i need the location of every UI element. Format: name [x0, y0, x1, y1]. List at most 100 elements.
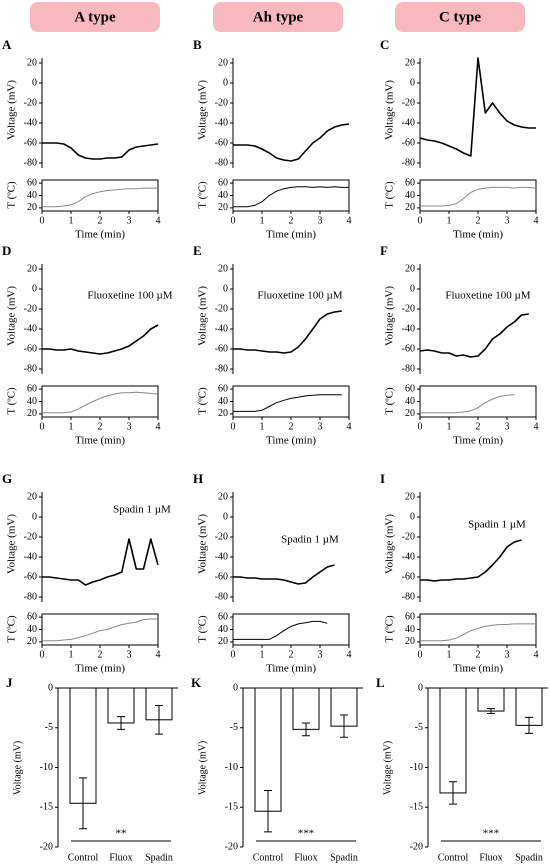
x-tick-label: 1	[447, 649, 452, 660]
temperature-line	[233, 186, 349, 208]
y2-tick-label: 20	[405, 636, 415, 647]
y-tick-label: 20	[218, 491, 228, 502]
y2-tick-label: 60	[405, 611, 415, 622]
temperature-line	[42, 391, 159, 414]
x-tick-label: Fluox	[479, 852, 502, 863]
bar	[439, 687, 467, 794]
error-bar	[487, 708, 495, 714]
panel-letter: G	[2, 471, 12, 486]
y2-tick-label: 40	[405, 396, 415, 407]
panel-letter: D	[2, 243, 11, 258]
annotation: Fluoxetine 100 µM	[257, 290, 342, 302]
y-tick-label: -10	[410, 762, 423, 773]
x-tick-label: 3	[318, 649, 323, 660]
y-tick-label: -40	[402, 117, 415, 128]
y-tick-label: -40	[215, 323, 228, 334]
y-tick-label: 20	[218, 263, 228, 274]
y-tick-label: -20	[40, 841, 53, 852]
x-tick-label: 1	[447, 421, 452, 432]
panel-letter: E	[193, 243, 202, 258]
y-tick-label: -60	[24, 343, 37, 354]
x-tick-label: 0	[418, 649, 423, 660]
y-tick-label: -10	[225, 762, 238, 773]
x-tick-label: 2	[98, 421, 103, 432]
temperature-line	[420, 623, 536, 642]
header: A type	[74, 9, 116, 25]
annotation: Spadin 1 µM	[281, 534, 339, 546]
significance: ***	[483, 828, 500, 840]
voltage-line	[233, 564, 335, 585]
x-tick-label: 1	[69, 649, 74, 660]
x-tick-label: 1	[69, 421, 74, 432]
significance: **	[116, 828, 127, 840]
y-tick-label: -40	[24, 117, 37, 128]
x-tick-label: 3	[318, 421, 323, 432]
y2-tick-label: 60	[218, 177, 228, 188]
x-tick-label: 4	[347, 421, 352, 432]
x-tick-label: Spadin	[145, 852, 173, 863]
y-tick-label: -20	[215, 97, 228, 108]
y-tick-label: 0	[410, 283, 415, 294]
x-axis-label: Time (min)	[266, 229, 316, 241]
y2-tick-label: 40	[27, 396, 37, 407]
panel-letter: A	[2, 37, 12, 52]
y-tick-label: -40	[402, 551, 415, 562]
y2-tick-label: 60	[27, 383, 37, 394]
temperature-line	[42, 618, 158, 642]
panel-letter: F	[380, 243, 388, 258]
x-tick-label: Control	[438, 852, 469, 863]
y-tick-label: -20	[410, 841, 423, 852]
x-tick-label: 0	[231, 649, 236, 660]
panel-letter: J	[6, 675, 13, 690]
voltage-line	[233, 123, 350, 162]
x-tick-label: 0	[418, 215, 423, 226]
annotation: Fluoxetine 100 µM	[87, 290, 172, 302]
x-tick-label: 4	[156, 421, 161, 432]
y-tick-label: -80	[24, 591, 37, 602]
x-tick-label: 4	[534, 421, 539, 432]
t-axis-box	[232, 385, 350, 418]
y-tick-label: 0	[410, 511, 415, 522]
y-tick-label: -60	[24, 571, 37, 582]
y-axis-label: Voltage (mV)	[384, 80, 396, 140]
y2-axis-label: T (ºC)	[384, 615, 396, 643]
y-tick-label: -80	[24, 157, 37, 168]
y2-tick-label: 40	[218, 396, 228, 407]
y2-tick-label: 20	[405, 408, 415, 419]
error-bar	[525, 716, 533, 734]
bar	[292, 687, 320, 730]
header-box	[395, 2, 525, 32]
x-axis-label: Time (min)	[453, 229, 503, 241]
y2-tick-label: 60	[218, 611, 228, 622]
y2-tick-label: 20	[218, 408, 228, 419]
y2-axis-label: T (ºC)	[197, 387, 209, 415]
y-tick-label: 20	[405, 263, 415, 274]
y-tick-label: -20	[24, 531, 37, 542]
y2-tick-label: 60	[405, 383, 415, 394]
voltage-line	[233, 310, 342, 354]
y2-tick-label: 40	[27, 190, 37, 201]
y-axis-label: Voltage (mV)	[384, 286, 396, 346]
y-tick-label: -60	[402, 343, 415, 354]
panel-letter: L	[376, 675, 385, 690]
error-bar	[340, 714, 348, 738]
y2-tick-label: 20	[27, 636, 37, 647]
y2-axis-label: T (ºC)	[384, 387, 396, 415]
voltage-line	[42, 142, 159, 160]
bar	[477, 687, 505, 712]
x-tick-label: 0	[231, 215, 236, 226]
x-tick-label: 2	[289, 215, 294, 226]
y-tick-label: 0	[32, 283, 37, 294]
y2-axis-label: T (ºC)	[197, 615, 209, 643]
temperature-line	[233, 620, 328, 640]
y-tick-label: -20	[215, 303, 228, 314]
x-tick-label: 3	[127, 649, 132, 660]
annotation: Spadin 1 µM	[113, 504, 171, 516]
voltage-line	[419, 313, 529, 358]
y-axis-label: Voltage (mV)	[197, 286, 209, 346]
y-tick-label: -10	[40, 762, 53, 773]
y-tick-label: -60	[215, 137, 228, 148]
y-tick-label: 20	[27, 263, 37, 274]
y2-tick-label: 20	[27, 408, 37, 419]
